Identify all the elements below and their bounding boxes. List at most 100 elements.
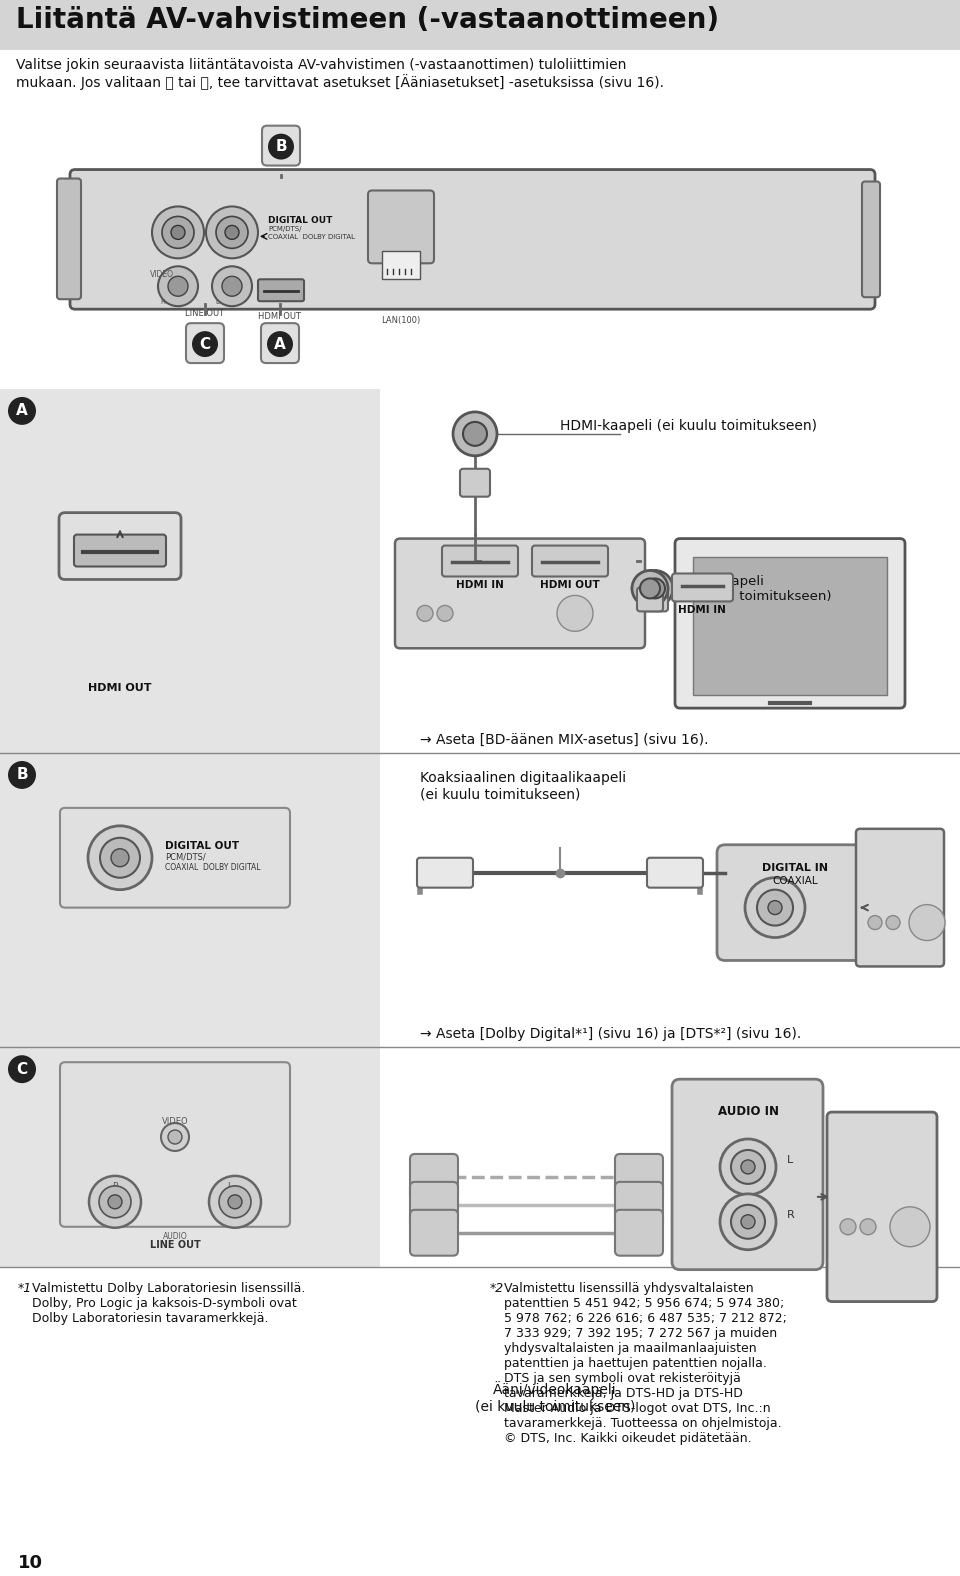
- Text: LAN(100): LAN(100): [381, 317, 420, 325]
- Text: VIDEO: VIDEO: [150, 271, 174, 279]
- Text: LINE OUT: LINE OUT: [150, 1240, 201, 1250]
- Text: *1: *1: [18, 1281, 33, 1294]
- FancyBboxPatch shape: [0, 0, 960, 50]
- Circle shape: [216, 216, 248, 249]
- Text: VIDEO: VIDEO: [161, 1117, 188, 1127]
- Circle shape: [225, 225, 239, 240]
- Text: DIGITAL IN: DIGITAL IN: [762, 862, 828, 873]
- Circle shape: [228, 1195, 242, 1209]
- Circle shape: [437, 605, 453, 621]
- Text: LINE OUT: LINE OUT: [185, 309, 225, 318]
- FancyBboxPatch shape: [417, 857, 473, 887]
- Circle shape: [741, 1160, 755, 1174]
- FancyBboxPatch shape: [0, 1046, 380, 1267]
- Text: L: L: [228, 1182, 232, 1191]
- FancyBboxPatch shape: [647, 857, 703, 887]
- Circle shape: [168, 1130, 182, 1144]
- FancyBboxPatch shape: [59, 512, 181, 580]
- Circle shape: [212, 266, 252, 306]
- Text: R: R: [160, 299, 165, 306]
- Circle shape: [171, 225, 185, 240]
- FancyBboxPatch shape: [368, 191, 434, 263]
- Text: R: R: [112, 1182, 118, 1191]
- Circle shape: [632, 571, 668, 607]
- FancyBboxPatch shape: [60, 808, 290, 908]
- Text: DIGITAL OUT: DIGITAL OUT: [165, 840, 239, 851]
- FancyBboxPatch shape: [410, 1182, 458, 1228]
- Text: COAXIAL: COAXIAL: [772, 876, 818, 886]
- Text: Valmistettu Dolby Laboratoriesin lisenssillä.
Dolby, Pro Logic ja kaksois-D-symb: Valmistettu Dolby Laboratoriesin lisenss…: [32, 1281, 305, 1324]
- Circle shape: [745, 878, 805, 938]
- FancyBboxPatch shape: [0, 753, 380, 1046]
- FancyBboxPatch shape: [262, 126, 300, 165]
- Circle shape: [8, 1056, 36, 1083]
- Circle shape: [860, 1218, 876, 1234]
- Text: COAXIAL  DOLBY DIGITAL: COAXIAL DOLBY DIGITAL: [268, 235, 355, 241]
- Circle shape: [152, 206, 204, 258]
- Circle shape: [640, 578, 660, 599]
- FancyBboxPatch shape: [74, 534, 166, 566]
- Text: HDMI IN: HDMI IN: [456, 580, 504, 591]
- Text: PCM/DTS/: PCM/DTS/: [268, 227, 301, 232]
- Circle shape: [557, 596, 593, 632]
- Circle shape: [453, 411, 497, 455]
- Circle shape: [645, 578, 665, 599]
- FancyBboxPatch shape: [827, 1113, 937, 1302]
- FancyBboxPatch shape: [637, 588, 663, 611]
- FancyBboxPatch shape: [395, 539, 645, 648]
- Text: Koaksiaalinen digitaalikaapeli
(ei kuulu toimitukseen): Koaksiaalinen digitaalikaapeli (ei kuulu…: [420, 771, 626, 801]
- Text: C: C: [16, 1062, 28, 1076]
- FancyBboxPatch shape: [261, 323, 299, 362]
- Text: HDMI OUT: HDMI OUT: [88, 684, 152, 693]
- Circle shape: [88, 826, 152, 890]
- FancyBboxPatch shape: [532, 545, 608, 577]
- Text: → Aseta [BD-äänen MIX-asetus] (sivu 16).: → Aseta [BD-äänen MIX-asetus] (sivu 16).: [420, 733, 708, 747]
- Circle shape: [909, 905, 945, 941]
- Circle shape: [8, 397, 36, 426]
- FancyBboxPatch shape: [672, 574, 733, 602]
- FancyBboxPatch shape: [382, 251, 420, 279]
- Circle shape: [100, 838, 140, 878]
- Text: A: A: [16, 403, 28, 418]
- Text: C: C: [200, 337, 210, 351]
- FancyBboxPatch shape: [258, 279, 304, 301]
- FancyBboxPatch shape: [410, 1154, 458, 1199]
- Circle shape: [731, 1204, 765, 1239]
- Circle shape: [162, 216, 194, 249]
- Circle shape: [840, 1218, 856, 1234]
- FancyBboxPatch shape: [615, 1182, 663, 1228]
- Text: Ääni/videokaapeli
(ei kuulu toimitukseen): Ääni/videokaapeli (ei kuulu toimitukseen…: [475, 1381, 636, 1414]
- Circle shape: [158, 266, 198, 306]
- FancyBboxPatch shape: [672, 1080, 823, 1270]
- Circle shape: [768, 900, 782, 914]
- Circle shape: [890, 1207, 930, 1247]
- Text: Liitäntä AV-vahvistimeen (-vastaanottimeen): Liitäntä AV-vahvistimeen (-vastaanottime…: [16, 6, 719, 35]
- Circle shape: [417, 605, 433, 621]
- FancyBboxPatch shape: [186, 323, 224, 362]
- Text: *2: *2: [490, 1281, 504, 1294]
- Text: mukaan. Jos valitaan Ⓐ tai Ⓑ, tee tarvittavat asetukset [Ääniasetukset] -asetuks: mukaan. Jos valitaan Ⓐ tai Ⓑ, tee tarvit…: [16, 74, 664, 90]
- Circle shape: [111, 849, 129, 867]
- FancyBboxPatch shape: [60, 1062, 290, 1226]
- Text: DIGITAL OUT: DIGITAL OUT: [268, 216, 332, 225]
- Text: AUDIO: AUDIO: [162, 1232, 187, 1240]
- Text: HDMI IN: HDMI IN: [678, 605, 726, 615]
- Circle shape: [89, 1176, 141, 1228]
- FancyBboxPatch shape: [717, 845, 873, 960]
- FancyBboxPatch shape: [410, 1210, 458, 1256]
- Text: HDMI OUT: HDMI OUT: [258, 312, 301, 322]
- Circle shape: [192, 331, 218, 358]
- Text: 10: 10: [18, 1554, 43, 1571]
- Circle shape: [222, 276, 242, 296]
- FancyBboxPatch shape: [862, 181, 880, 298]
- FancyBboxPatch shape: [70, 170, 875, 309]
- Text: HDMI OUT: HDMI OUT: [540, 580, 600, 591]
- Circle shape: [268, 134, 294, 159]
- Circle shape: [161, 1124, 189, 1150]
- Circle shape: [8, 761, 36, 790]
- Text: B: B: [16, 768, 28, 782]
- FancyBboxPatch shape: [642, 588, 668, 611]
- FancyBboxPatch shape: [442, 545, 518, 577]
- FancyBboxPatch shape: [615, 1154, 663, 1199]
- Text: PCM/DTS/: PCM/DTS/: [165, 853, 205, 862]
